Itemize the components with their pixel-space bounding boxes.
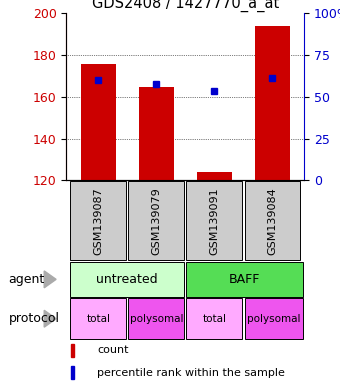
- Text: count: count: [97, 346, 129, 356]
- Bar: [244, 298, 303, 339]
- Bar: [139, 86, 174, 180]
- Text: untreated: untreated: [97, 273, 158, 286]
- Bar: [186, 181, 242, 260]
- Bar: [81, 64, 116, 180]
- Bar: [244, 181, 300, 260]
- Bar: [197, 172, 232, 180]
- Text: GSM139091: GSM139091: [209, 187, 219, 255]
- Text: protocol: protocol: [8, 312, 60, 325]
- Text: total: total: [202, 314, 226, 324]
- Bar: [186, 298, 242, 339]
- Bar: [70, 181, 126, 260]
- Text: polysomal: polysomal: [130, 314, 183, 324]
- Bar: [71, 366, 74, 379]
- Title: GDS2408 / 1427770_a_at: GDS2408 / 1427770_a_at: [92, 0, 279, 12]
- Text: GSM139084: GSM139084: [267, 187, 277, 255]
- Text: total: total: [86, 314, 110, 324]
- Text: percentile rank within the sample: percentile rank within the sample: [97, 367, 285, 377]
- Text: agent: agent: [8, 273, 45, 286]
- Bar: [70, 298, 126, 339]
- Text: GSM139087: GSM139087: [93, 187, 103, 255]
- Bar: [129, 181, 184, 260]
- Bar: [129, 298, 184, 339]
- Bar: [71, 344, 74, 357]
- Text: GSM139079: GSM139079: [151, 187, 161, 255]
- Text: BAFF: BAFF: [229, 273, 260, 286]
- Text: polysomal: polysomal: [247, 314, 300, 324]
- Bar: [70, 262, 184, 297]
- Bar: [186, 262, 303, 297]
- Bar: [255, 26, 290, 180]
